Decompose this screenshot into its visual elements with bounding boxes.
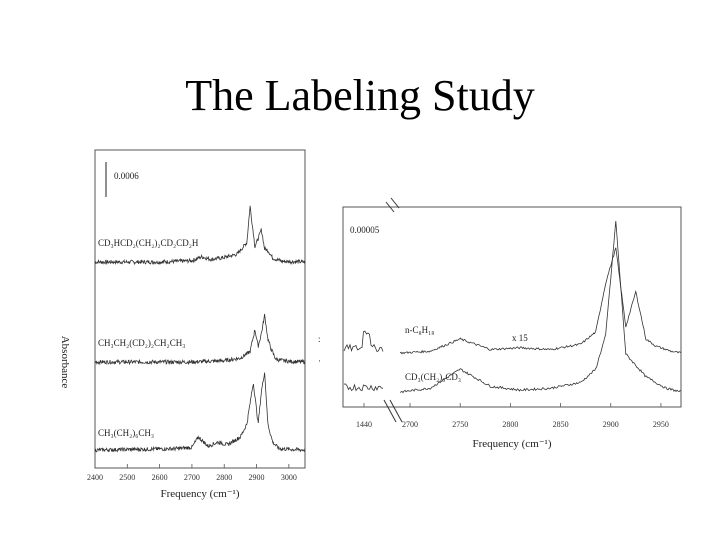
left-chart: 0.0006 CD₃HCD₂(CH₂)₂CD₂CD₂H CH₃CH₂(CD₂)₂C… [59, 149, 306, 500]
left-plot-frame [94, 149, 306, 469]
right-series-line-1440-1 [343, 383, 384, 392]
left-series-label-1: CH₃CH₂(CD₂)₂CH₂CH₃ [98, 338, 185, 348]
left-tick-label-0: 2400 [87, 473, 103, 482]
left-y-axis-title: Absorbance [59, 336, 71, 389]
right-tick-label-4: 2850 [553, 420, 569, 429]
right-x-axis-title: Frequency (cm⁻¹) [472, 438, 551, 450]
axis-break-mark-top-2 [390, 197, 400, 209]
panel-separator-mark-2: · [318, 356, 321, 366]
left-tick-label-4: 2800 [216, 473, 232, 482]
right-tick-label-6: 2950 [653, 420, 669, 429]
left-series-group: CD₃HCD₂(CH₂)₂CD₂CD₂H CH₃CH₂(CD₂)₂CH₂CH₃ CH… [94, 205, 306, 453]
right-series-line-0 [399, 247, 682, 355]
right-plot-frame [342, 206, 682, 408]
right-series-line-1 [399, 220, 682, 394]
left-tick-label-2: 2600 [152, 473, 168, 482]
slide-title: The Labeling Study [185, 71, 535, 120]
left-x-axis-title: Frequency (cm⁻¹) [160, 488, 239, 500]
axis-break-mark-bottom [383, 399, 397, 423]
right-tick-label-1: 2700 [402, 420, 418, 429]
right-series-label-0: n-C₈H₁₈ [405, 325, 434, 335]
right-tick-label-5: 2900 [603, 420, 619, 429]
left-tick-label-3: 2700 [184, 473, 200, 482]
right-series-group: n-C₈H₁₈ CD₃(CH₂)₆CD₃ [343, 220, 682, 394]
left-tick-label-6: 3000 [281, 473, 297, 482]
right-series-label-1: CD₃(CH₂)₆CD₃ [405, 372, 461, 382]
left-series-label-0: CD₃HCD₂(CH₂)₂CD₂CD₂H [98, 238, 199, 248]
left-series-line-0 [94, 205, 306, 266]
multiplier-label: x 15 [512, 333, 528, 343]
left-series-label-2: CH₃(CH₂)₆CH₃ [98, 428, 154, 438]
left-tick-label-5: 2900 [249, 473, 265, 482]
right-tick-label-0: 1440 [356, 420, 372, 429]
right-chart: 0.00005 n-C₈H₁₈ CD₃(CH₂)₆CD₃ 1440 2700 2750… [342, 197, 682, 450]
panel-separator-mark: : [318, 334, 321, 344]
left-tick-label-1: 2500 [119, 473, 135, 482]
right-series-line-1440-0 [343, 330, 384, 353]
left-x-ticks: 2400 2500 2600 2700 2800 2900 3000 [87, 464, 297, 482]
right-tick-label-2: 2750 [452, 420, 468, 429]
right-x-ticks: 1440 2700 2750 2800 2850 2900 2950 [356, 403, 669, 429]
axis-break-mark-top [385, 201, 395, 213]
right-tick-label-3: 2800 [502, 420, 518, 429]
right-scale-bar-label: 0.00005 [350, 225, 380, 235]
left-series-line-1 [94, 313, 306, 366]
axis-break-mark-bottom-2 [389, 399, 403, 423]
left-scale-bar-label: 0.0006 [114, 171, 139, 181]
left-series-line-2 [94, 372, 306, 453]
